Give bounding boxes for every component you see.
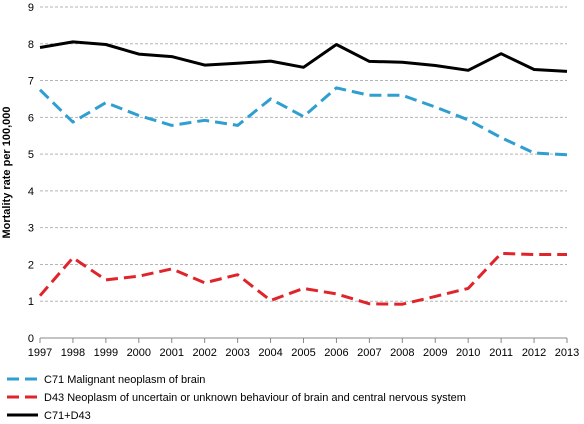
- x-tick-label: 1998: [61, 347, 85, 359]
- x-tick-label: 2001: [160, 347, 184, 359]
- x-tick-label: 2009: [423, 347, 447, 359]
- y-tick-label: 8: [28, 39, 34, 51]
- x-tick-label: 2011: [489, 347, 513, 359]
- x-tick-label: 2003: [225, 347, 249, 359]
- y-tick-label: 7: [28, 76, 34, 88]
- x-tick-label: 2000: [127, 347, 151, 359]
- gridlines: [40, 6, 567, 302]
- series-line-1: [38, 86, 568, 157]
- y-tick-label: 9: [28, 2, 34, 14]
- y-tick-label: 4: [28, 186, 34, 198]
- series-line-2: [38, 251, 567, 306]
- x-tick-label: 2008: [390, 347, 414, 359]
- x-tick-label: 2012: [522, 347, 546, 359]
- y-tick-label: 3: [28, 223, 34, 235]
- x-tick-label: 2013: [555, 347, 579, 359]
- legend-label-2: D43 Neoplasm of uncertain or unknown beh…: [44, 392, 466, 404]
- x-tick-label: 1999: [94, 347, 118, 359]
- x-tick-label: 2004: [258, 347, 282, 359]
- legend-label-1: C71 Malignant neoplasm of brain: [44, 374, 205, 386]
- x-tick-label: 1997: [28, 347, 52, 359]
- x-tick-label: 2002: [192, 347, 216, 359]
- y-tick-label: 2: [28, 259, 34, 271]
- x-tick-label: 2005: [291, 347, 315, 359]
- y-tick-label: 6: [28, 112, 34, 124]
- axes: 0 1 2 3 4 5 6 7 8 9 1997 1998 1999 2000 2001 2002 2003 20…: [1, 2, 579, 359]
- x-tick-label: 2007: [357, 347, 381, 359]
- y-tick-label: 5: [28, 149, 34, 161]
- x-tick-label: 2010: [456, 347, 480, 359]
- legend-label-3: C71+D43: [44, 410, 91, 419]
- y-axis-title: Mortality rate per 100,000: [1, 106, 13, 238]
- series-lines: [38, 40, 568, 306]
- y-tick-label: 1: [28, 296, 34, 308]
- x-tick-label: 2006: [324, 347, 348, 359]
- legend: C71 Malignant neoplasm of brain D43 Neopl…: [7, 374, 466, 422]
- y-tick-label: 0: [28, 333, 34, 345]
- series-line-3: [39, 40, 568, 73]
